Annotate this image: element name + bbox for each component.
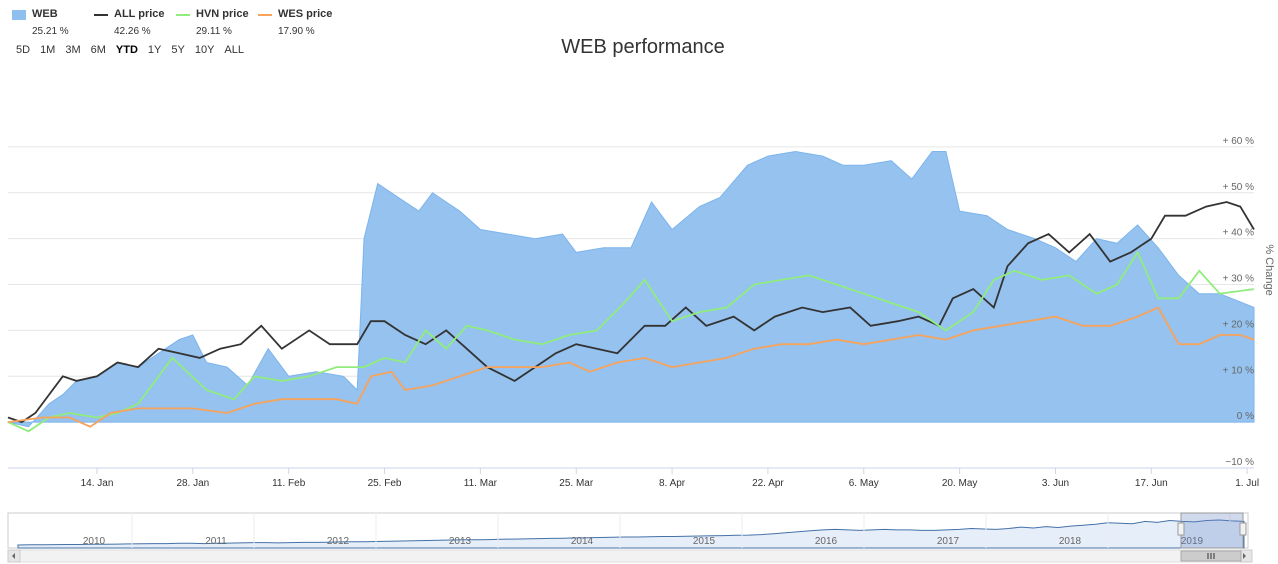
- x-tick-label: 11. Mar: [464, 478, 498, 489]
- range-5y-button[interactable]: 5Y: [171, 44, 185, 56]
- navigator-year-label: 2015: [693, 536, 716, 547]
- scrollbar-track: [7, 549, 1253, 563]
- legend-item-hvn-price[interactable]: HVN price 29.11 %: [172, 6, 254, 38]
- x-tick-label: 25. Mar: [559, 478, 594, 489]
- navigator-year-label: 2016: [815, 536, 838, 547]
- range-all-button[interactable]: ALL: [224, 44, 244, 56]
- navigator-handle-right[interactable]: [1239, 522, 1247, 536]
- x-axis: 14. Jan 28. Jan 11. Feb 25. Feb 11. Mar 25. M…: [8, 467, 1259, 489]
- legend-swatch-hvn-price: [176, 14, 190, 16]
- range-1m-button[interactable]: 1M: [40, 44, 56, 56]
- legend-item-wes-price[interactable]: WES price 17.90 %: [254, 6, 336, 38]
- legend-value-all-price: 42.26 %: [114, 26, 151, 37]
- navigator-year-label: 2010: [83, 536, 106, 547]
- legend-label-all-price: ALL price: [114, 8, 165, 20]
- y-tick-label: + 40 %: [1223, 228, 1255, 239]
- legend-value-hvn-price: 29.11 %: [196, 26, 232, 37]
- y-axis: −10 % 0 % + 10 % + 20 % + 30 % + 40 % + 50 % + …: [1223, 136, 1255, 468]
- x-tick-label: 1. Jul: [1235, 478, 1259, 489]
- legend-label-hvn-price: HVN price: [196, 8, 249, 20]
- chart-title: WEB performance: [561, 36, 725, 58]
- navigator: 2010 2011 2012 2013 2014 2015 2016 2017 2018 2019: [7, 512, 1253, 563]
- range-ytd-button[interactable]: YTD: [115, 44, 138, 56]
- legend-item-all-price[interactable]: ALL price 42.26 %: [90, 6, 172, 38]
- series-wes-price-line: [7, 306, 1255, 428]
- series-web-area: [7, 150, 1255, 428]
- y-tick-label: + 10 %: [1223, 365, 1255, 376]
- legend-value-wes-price: 17.90 %: [278, 26, 315, 37]
- arrow-left-icon: [12, 553, 15, 559]
- main-chart[interactable]: 14. Jan 28. Jan 11. Feb 25. Feb 11. Mar 25. M…: [0, 64, 1278, 564]
- navigator-year-label: 2011: [205, 536, 227, 547]
- navigator-year-label: 2012: [327, 536, 350, 547]
- x-tick-label: 14. Jan: [81, 478, 114, 489]
- navigator-year-label: 2014: [571, 536, 594, 547]
- x-tick-label: 20. May: [942, 478, 978, 489]
- navigator-handle-left[interactable]: [1177, 522, 1185, 536]
- arrow-right-icon: [1243, 553, 1246, 559]
- plot-area: [7, 150, 1255, 433]
- y-tick-label: + 20 %: [1223, 319, 1255, 330]
- x-tick-label: 3. Jun: [1042, 478, 1069, 489]
- x-tick-label: 17. Jun: [1135, 478, 1168, 489]
- range-6m-button[interactable]: 6M: [90, 44, 106, 56]
- series-all-price-line: [7, 201, 1255, 424]
- range-selector: 5D 1M 3M 6M YTD 1Y 5Y 10Y ALL: [12, 44, 250, 56]
- range-10y-button[interactable]: 10Y: [194, 44, 215, 56]
- legend-swatch-wes-price: [258, 14, 272, 16]
- legend-label-wes-price: WES price: [278, 8, 333, 20]
- legend-item-web[interactable]: WEB 25.21 %: [8, 6, 90, 38]
- series-hvn-price-line: [7, 250, 1255, 433]
- range-3m-button[interactable]: 3M: [65, 44, 81, 56]
- y-tick-label: 0 %: [1237, 411, 1254, 422]
- x-tick-label: 11. Feb: [272, 478, 306, 489]
- legend-value-web: 25.21 %: [32, 26, 69, 37]
- x-tick-label: 6. May: [849, 478, 879, 489]
- y-tick-label: + 50 %: [1223, 182, 1255, 193]
- range-1y-button[interactable]: 1Y: [147, 44, 162, 56]
- x-tick-label: 28. Jan: [176, 478, 209, 489]
- y-tick-label: + 30 %: [1223, 274, 1255, 285]
- legend-label-web: WEB: [32, 8, 58, 20]
- navigator-selection[interactable]: [1180, 512, 1244, 549]
- y-tick-label: + 60 %: [1223, 136, 1255, 147]
- navigator-year-label: 2019: [1181, 536, 1204, 547]
- x-tick-label: 22. Apr: [752, 478, 784, 489]
- x-tick-label: 25. Feb: [368, 478, 402, 489]
- y-axis-title: % Change: [1263, 244, 1275, 295]
- navigator-year-label: 2018: [1059, 536, 1082, 547]
- legend: WEB 25.21 % ALL price 42.26 % HVN price …: [8, 6, 336, 38]
- navigator-year-label: 2013: [449, 536, 472, 547]
- navigator-series: [17, 519, 1245, 549]
- y-tick-label: −10 %: [1225, 457, 1254, 468]
- legend-swatch-web: [12, 10, 26, 20]
- navigator-year-label: 2017: [937, 536, 960, 547]
- x-tick-label: 8. Apr: [659, 478, 686, 489]
- range-5d-button[interactable]: 5D: [16, 44, 31, 56]
- legend-swatch-all-price: [94, 14, 108, 16]
